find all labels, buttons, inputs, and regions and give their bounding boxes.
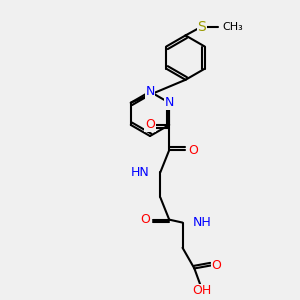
Text: N: N (164, 96, 174, 109)
Text: N: N (145, 85, 155, 98)
Text: O: O (145, 118, 155, 131)
Text: OH: OH (192, 284, 212, 297)
Text: HN: HN (131, 166, 150, 179)
Text: O: O (188, 144, 198, 157)
Text: O: O (212, 259, 221, 272)
Text: S: S (197, 20, 206, 34)
Text: CH₃: CH₃ (223, 22, 243, 32)
Text: NH: NH (193, 216, 212, 229)
Text: O: O (141, 213, 151, 226)
